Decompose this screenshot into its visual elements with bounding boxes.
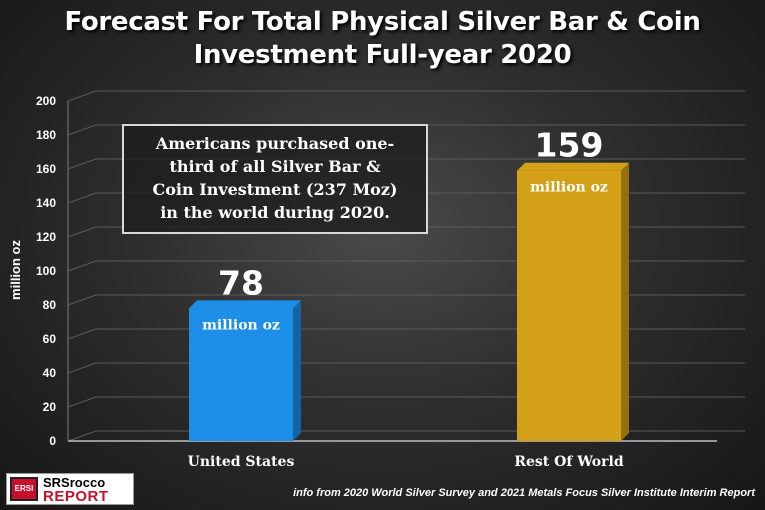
y-tick-label: 60 — [43, 332, 57, 346]
bar-side — [293, 300, 301, 441]
y-tick-label: 80 — [43, 298, 57, 312]
bar-unit-label: million oz — [202, 317, 280, 333]
y-tick-label: 40 — [43, 366, 57, 380]
bar-value-label: 78 — [218, 263, 264, 302]
bar-top — [517, 162, 629, 171]
bar — [517, 170, 621, 441]
bars — [189, 162, 629, 441]
gridline-diagonal — [67, 362, 97, 374]
y-tick-label: 100 — [36, 264, 56, 278]
callout-line-1: Americans purchased one- — [155, 134, 395, 153]
chart-title-line-2: Investment Full-year 2020 — [193, 40, 572, 70]
y-tick-label: 180 — [36, 128, 56, 142]
srsrocco-report-logo: ERSI SRSrocco REPORT — [6, 473, 134, 505]
bar-value-label: 159 — [535, 126, 604, 165]
callout-line-3: Coin Investment (237 Moz) — [152, 180, 398, 199]
gridline-diagonal — [67, 124, 97, 136]
x-category-label: Rest Of World — [514, 454, 623, 470]
chart-title-line-1: Forecast For Total Physical Silver Bar &… — [64, 7, 701, 37]
logo-mark: ERSI — [10, 477, 38, 501]
callout-line-2: third of all Silver Bar & — [169, 157, 381, 176]
gridline-diagonal — [67, 226, 97, 238]
gridline-diagonal — [67, 430, 97, 442]
gridline-diagonal — [67, 328, 97, 340]
bar-top — [189, 300, 301, 309]
callout-line-4: in the world during 2020. — [160, 203, 390, 222]
y-tick-label: 0 — [49, 434, 56, 448]
chart-title: Forecast For Total Physical Silver Bar &… — [0, 6, 765, 72]
y-tick-label: 120 — [36, 230, 56, 244]
y-tick-label: 140 — [36, 196, 56, 210]
y-axis-ticks: 0 20 40 60 80 100 120 140 160 180 200 — [36, 94, 56, 448]
gridline-diagonal — [67, 396, 97, 408]
bar-side — [621, 162, 629, 441]
gridline-diagonal — [67, 158, 97, 170]
y-tick-label: 20 — [43, 400, 57, 414]
source-note: info from 2020 World Silver Survey and 2… — [293, 487, 755, 499]
y-axis-label: million oz — [8, 240, 23, 300]
gridline-diagonal — [67, 192, 97, 204]
logo-text-top: SRSrocco — [43, 475, 106, 490]
gridline-diagonal — [67, 90, 97, 102]
gridline-diagonal — [67, 260, 97, 272]
x-category-label: United States — [188, 454, 295, 470]
bar-labels: 78 million oz 159 million oz — [202, 126, 608, 334]
logo-text-bottom: REPORT — [43, 488, 109, 505]
bar — [189, 308, 293, 441]
gridline-diagonal — [67, 294, 97, 306]
y-tick-label: 200 — [36, 94, 56, 108]
bar-unit-label: million oz — [530, 180, 608, 196]
x-axis-categories: United States Rest Of World — [188, 454, 624, 470]
y-tick-label: 160 — [36, 162, 56, 176]
annotation-callout: Americans purchased one- third of all Si… — [122, 124, 428, 234]
